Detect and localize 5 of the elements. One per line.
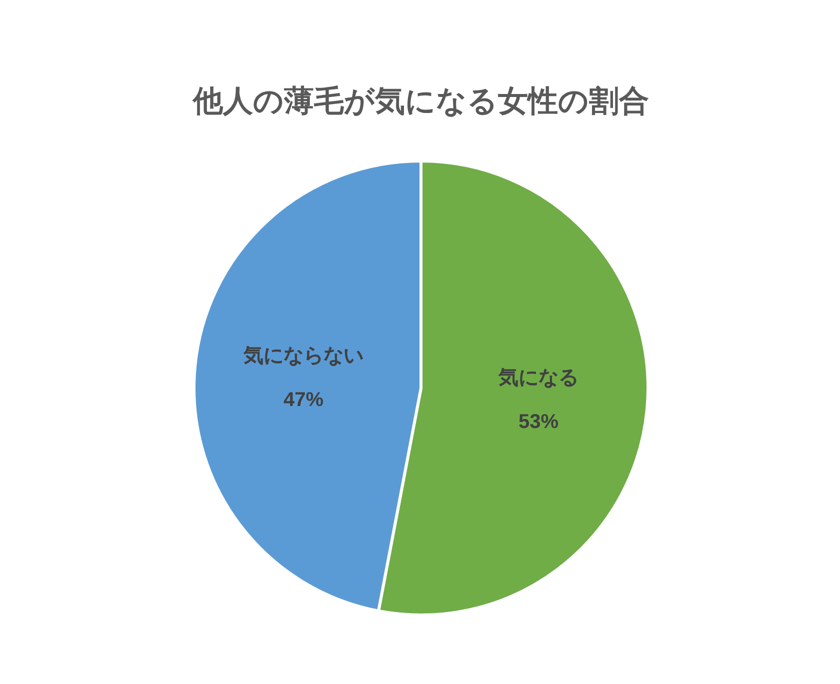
- slice-label: 気にならない: [242, 344, 364, 367]
- slice-label: 気になる: [498, 367, 579, 390]
- chart-title: 他人の薄毛が気になる女性の割合: [192, 85, 649, 118]
- data-label: 53%: [518, 411, 559, 434]
- data-label: 47%: [283, 388, 324, 411]
